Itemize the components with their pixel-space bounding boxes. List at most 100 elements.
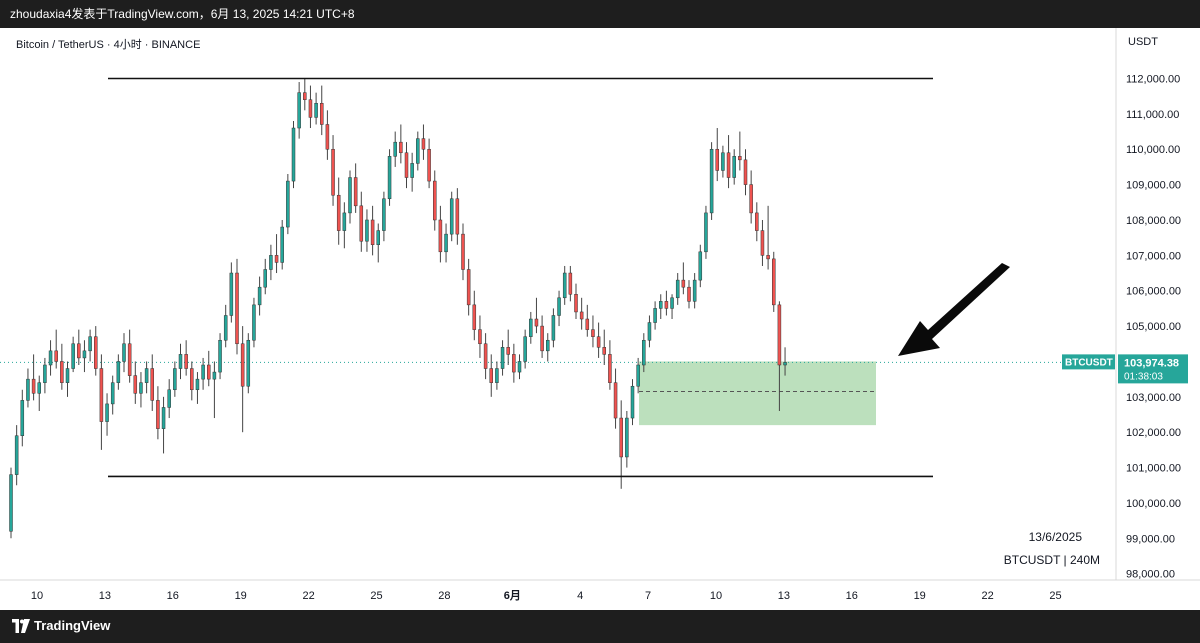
candle[interactable]	[184, 340, 188, 376]
annotation-date[interactable]: 13/6/2025	[1029, 530, 1083, 544]
candle[interactable]	[495, 361, 499, 390]
candle[interactable]	[60, 343, 64, 390]
candle[interactable]	[88, 329, 92, 362]
candle[interactable]	[721, 145, 725, 178]
candle[interactable]	[156, 386, 160, 440]
candle[interactable]	[122, 333, 126, 373]
candle[interactable]	[670, 294, 674, 320]
candle[interactable]	[472, 290, 477, 341]
candle[interactable]	[9, 467, 13, 539]
candle[interactable]	[308, 85, 313, 129]
candle[interactable]	[99, 354, 104, 450]
plot-area[interactable]: 13/6/2025 BTCUSDT | 240M	[0, 77, 1116, 568]
candle[interactable]	[715, 128, 719, 182]
candle[interactable]	[749, 170, 753, 224]
candle[interactable]	[43, 357, 47, 394]
candle[interactable]	[619, 400, 623, 489]
candle[interactable]	[647, 315, 652, 348]
candle[interactable]	[393, 131, 397, 167]
candle[interactable]	[65, 361, 70, 397]
candle[interactable]	[483, 333, 488, 380]
candle[interactable]	[218, 333, 222, 380]
candle[interactable]	[540, 315, 544, 358]
candle[interactable]	[732, 149, 736, 185]
candle[interactable]	[105, 393, 109, 436]
candle[interactable]	[280, 219, 284, 270]
candle[interactable]	[613, 368, 618, 429]
candle[interactable]	[246, 333, 251, 394]
candle[interactable]	[303, 78, 307, 111]
candle[interactable]	[404, 142, 409, 189]
candle[interactable]	[212, 361, 217, 419]
candle[interactable]	[382, 191, 386, 242]
candle[interactable]	[331, 135, 335, 206]
candle[interactable]	[94, 326, 98, 376]
candle[interactable]	[48, 340, 53, 376]
candle[interactable]	[127, 329, 132, 383]
candle[interactable]	[755, 202, 759, 242]
candle[interactable]	[150, 354, 154, 411]
candle[interactable]	[77, 329, 81, 365]
candle[interactable]	[365, 209, 369, 252]
candle[interactable]	[291, 120, 296, 189]
candle[interactable]	[167, 379, 171, 419]
candle[interactable]	[173, 361, 177, 397]
candle[interactable]	[687, 280, 691, 309]
candle[interactable]	[297, 82, 301, 139]
candle[interactable]	[625, 410, 629, 468]
candle[interactable]	[630, 379, 635, 426]
candle[interactable]	[777, 301, 782, 411]
candle[interactable]	[252, 297, 256, 348]
price-axis[interactable]: 112,000.00 111,000.00 110,000.00 109,000.00…	[1062, 28, 1188, 581]
candle[interactable]	[116, 354, 121, 390]
candle[interactable]	[348, 170, 352, 224]
candle[interactable]	[240, 326, 245, 433]
candle[interactable]	[608, 340, 612, 390]
candle[interactable]	[783, 347, 787, 376]
candle[interactable]	[506, 329, 510, 365]
candle[interactable]	[478, 315, 482, 358]
candle[interactable]	[190, 361, 194, 401]
candle[interactable]	[229, 262, 234, 323]
candle[interactable]	[743, 149, 748, 196]
candle[interactable]	[161, 396, 166, 454]
candle[interactable]	[274, 234, 279, 274]
candle[interactable]	[20, 389, 25, 447]
candle[interactable]	[257, 276, 262, 316]
candle[interactable]	[704, 205, 708, 259]
candle[interactable]	[376, 223, 380, 263]
candle[interactable]	[489, 354, 493, 397]
candle[interactable]	[738, 131, 742, 171]
candle[interactable]	[517, 354, 522, 380]
candle[interactable]	[353, 163, 358, 213]
candle[interactable]	[31, 354, 36, 401]
demand-zone[interactable]	[639, 361, 876, 426]
candle[interactable]	[698, 244, 703, 288]
candle[interactable]	[534, 297, 539, 334]
candle[interactable]	[144, 361, 149, 394]
candle[interactable]	[433, 170, 437, 231]
candle[interactable]	[110, 375, 115, 415]
candle[interactable]	[551, 308, 556, 348]
candle[interactable]	[336, 177, 341, 245]
candle[interactable]	[314, 92, 318, 125]
candle[interactable]	[726, 135, 731, 189]
candle[interactable]	[602, 329, 606, 365]
arrow-icon[interactable]	[898, 263, 1010, 356]
candle[interactable]	[421, 124, 426, 160]
candle[interactable]	[71, 336, 75, 373]
candle[interactable]	[500, 340, 505, 376]
candle[interactable]	[557, 290, 561, 327]
candle[interactable]	[370, 205, 375, 256]
annotation-symbol[interactable]: BTCUSDT | 240M	[1004, 553, 1100, 567]
candle[interactable]	[675, 273, 680, 305]
candle[interactable]	[772, 251, 776, 312]
candle[interactable]	[591, 315, 595, 348]
candle[interactable]	[416, 131, 420, 171]
candle[interactable]	[681, 262, 686, 295]
candle[interactable]	[709, 142, 714, 220]
candle[interactable]	[692, 273, 697, 309]
candle[interactable]	[178, 343, 183, 380]
candle[interactable]	[438, 205, 443, 263]
candle[interactable]	[399, 124, 403, 164]
